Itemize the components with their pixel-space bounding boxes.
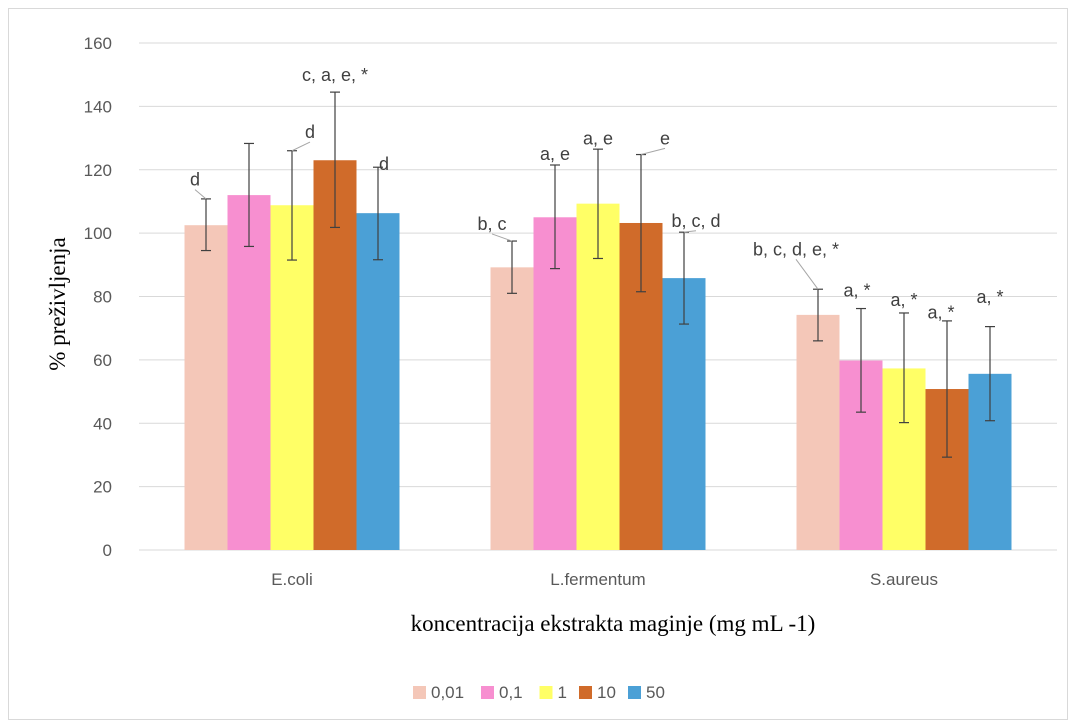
- legend: 0,01 0,1 1 10 50: [413, 683, 665, 702]
- annotation-label-10: a, *: [843, 281, 870, 301]
- y-tick-label-0: 0: [103, 541, 112, 560]
- bar-2-0: [796, 314, 840, 550]
- legend-label-2: 1: [558, 683, 567, 702]
- bar-0-0: [184, 225, 228, 550]
- annotation-leader-0: [194, 189, 207, 200]
- y-tick-label-8: 160: [84, 34, 112, 53]
- annotations: d d c, a, e, * d b, c a, e a, e e b, c, d b, c, d…: [190, 65, 1004, 323]
- legend-swatch-1: [481, 686, 494, 699]
- category-label-0: E.coli: [271, 570, 313, 589]
- bar-1-0: [490, 267, 534, 550]
- y-axis-title: % preživljenja: [45, 237, 70, 370]
- y-tick-label-1: 20: [93, 478, 112, 497]
- legend-swatch-2: [539, 686, 553, 699]
- legend-swatch-3: [579, 686, 592, 699]
- y-tick-label-7: 140: [84, 97, 112, 116]
- y-tick-label-4: 80: [93, 288, 112, 307]
- y-tick-label-2: 40: [93, 414, 112, 433]
- annotation-leader-7: [640, 147, 666, 156]
- annotation-leader-8: [683, 230, 697, 233]
- annotation-label-2: c, a, e, *: [302, 65, 368, 85]
- bar-0-1: [227, 195, 271, 550]
- annotation-label-8: b, c, d: [671, 211, 720, 231]
- legend-label-0: 0,01: [431, 683, 464, 702]
- bar-1-2: [576, 203, 620, 550]
- y-tick-label-3: 60: [93, 351, 112, 370]
- annotation-leader-1: [291, 141, 311, 152]
- legend-swatch-4: [628, 686, 641, 699]
- annotation-label-0: d: [190, 170, 200, 190]
- annotation-label-4: b, c: [477, 214, 506, 234]
- y-tick-label-6: 120: [84, 161, 112, 180]
- y-axis-ticks: 0 20 40 60 80 100 120 140 160: [84, 34, 112, 560]
- x-axis-title: koncentracija ekstrakta maginje (mg mL -…: [411, 611, 816, 636]
- annotation-label-6: a, e: [583, 128, 613, 148]
- annotation-label-11: a, *: [890, 290, 917, 310]
- annotation-label-7: e: [660, 128, 670, 148]
- annotation-label-12: a, *: [927, 303, 954, 323]
- annotation-label-5: a, e: [540, 144, 570, 164]
- bar-0-2: [270, 205, 314, 551]
- annotation-label-1: d: [305, 122, 315, 142]
- legend-label-4: 50: [646, 683, 665, 702]
- legend-label-1: 0,1: [499, 683, 523, 702]
- chart-frame: 0 20 40 60 80 100 120 140 160 d d c, a, e, * d b, c a…: [8, 8, 1068, 720]
- annotation-leader-4: [491, 233, 513, 242]
- annotation-label-9: b, c, d, e, *: [753, 239, 839, 259]
- y-tick-label-5: 100: [84, 224, 112, 243]
- annotation-leader-9: [795, 259, 819, 290]
- legend-swatch-0: [413, 686, 426, 699]
- bar-chart: 0 20 40 60 80 100 120 140 160 d d c, a, e, * d b, c a…: [45, 34, 1057, 702]
- bars: [184, 160, 1012, 551]
- annotation-label-13: a, *: [976, 287, 1003, 307]
- legend-label-3: 10: [597, 683, 616, 702]
- annotation-label-3: d: [379, 154, 389, 174]
- bar-1-1: [533, 217, 577, 550]
- category-label-2: S.aureus: [870, 570, 938, 589]
- x-axis-categories: E.coli L.fermentum S.aureus: [271, 570, 938, 589]
- category-label-1: L.fermentum: [550, 570, 645, 589]
- bar-0-4: [356, 213, 400, 551]
